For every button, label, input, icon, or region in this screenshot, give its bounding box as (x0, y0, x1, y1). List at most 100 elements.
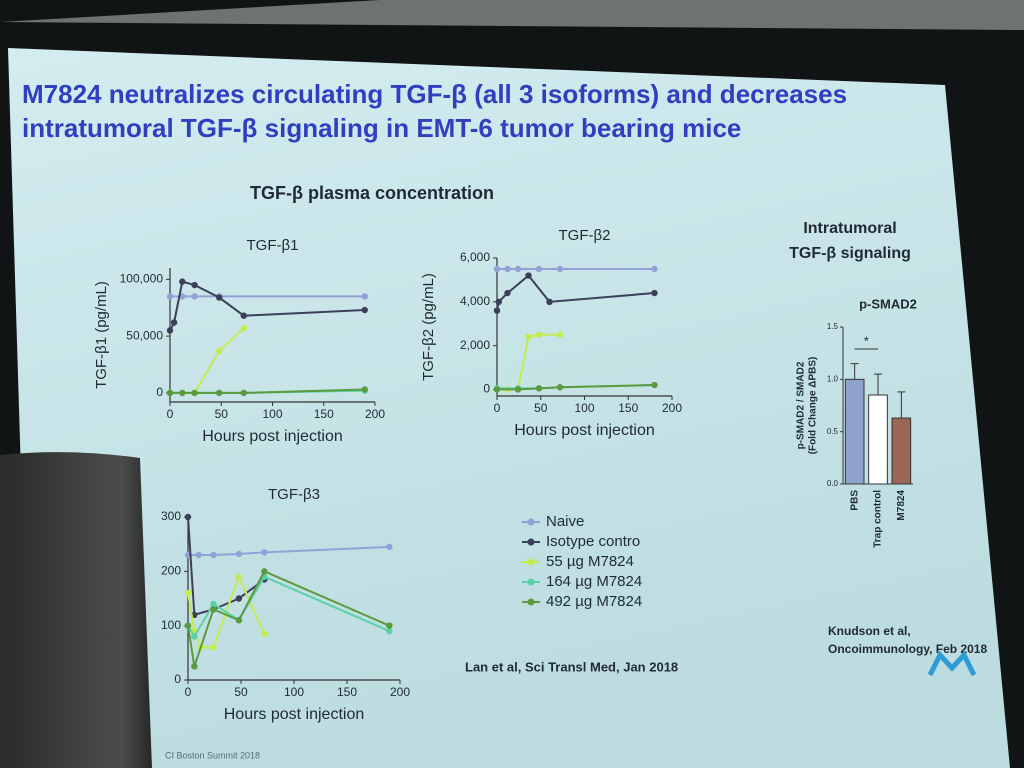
legend-marker (527, 598, 535, 606)
footer: CI Boston Summit 2018 (165, 750, 260, 760)
citation: Lan et al, Sci Transl Med, Jan 2018 (465, 659, 678, 674)
y-axis-label: TGF-β2 (pg/mL) (420, 273, 437, 381)
x-tick-label: 100 (262, 407, 282, 421)
x-tick-label: 200 (365, 407, 385, 421)
data-point (184, 589, 192, 597)
data-point (166, 293, 174, 300)
slide-title: M7824 neutralizes circulating TGF-β (all… (22, 79, 847, 109)
data-point (240, 324, 247, 332)
data-point (166, 389, 174, 397)
legend-marker (527, 558, 535, 566)
data-point (261, 568, 268, 575)
data-point (210, 600, 217, 608)
y-tick-label: 6,000 (460, 250, 490, 264)
x-tick-label: 150 (618, 401, 638, 415)
x-tick-label: 150 (314, 407, 334, 421)
data-point (170, 319, 178, 326)
legend-label: Isotype contro (546, 533, 640, 550)
data-point (179, 293, 186, 300)
data-point (651, 265, 658, 273)
x-tick-label: 0 (494, 401, 501, 415)
chart-title: TGF-β1 (247, 237, 299, 254)
data-point (216, 294, 223, 301)
data-point (386, 622, 393, 629)
data-point (235, 617, 243, 624)
x-axis-label: Hours post injection (514, 422, 655, 439)
chart-title: TGF-β3 (268, 486, 320, 503)
data-point (184, 513, 192, 521)
legend-label: 55 µg M7824 (546, 553, 634, 570)
foreground-object (0, 452, 152, 768)
data-point (525, 272, 532, 279)
data-point (191, 633, 198, 640)
charts: Naive Isotype contro 55 µg M7824 164 µg M78… (93, 227, 917, 723)
x-tick-label: 0 (167, 407, 174, 421)
legend-label: Naive (546, 513, 584, 530)
x-tick-label: PBS (849, 490, 860, 511)
x-axis-label: Hours post injection (224, 706, 365, 723)
data-point (525, 333, 532, 341)
y-tick-label: 4,000 (460, 294, 490, 308)
x-tick-label: 50 (215, 407, 229, 421)
section-title: TGF-β plasma concentration (250, 183, 494, 203)
data-point (504, 289, 511, 297)
x-tick-label: 200 (662, 401, 682, 415)
data-point (240, 389, 247, 397)
x-tick-label: 100 (574, 401, 594, 415)
logo (927, 650, 977, 677)
data-point (261, 630, 268, 638)
data-point (493, 265, 501, 273)
data-point (261, 549, 268, 556)
data-point (191, 389, 198, 397)
legend-marker (527, 518, 535, 526)
data-point (386, 627, 393, 635)
data-point (495, 298, 502, 306)
y-tick-label: 2,000 (460, 338, 490, 352)
data-point (556, 331, 564, 338)
data-point (361, 293, 368, 300)
y-axis-label: p-SMAD2 / SMAD2 (796, 361, 807, 449)
data-point (210, 606, 217, 613)
data-point (535, 265, 543, 273)
y-tick-label: 0 (174, 672, 181, 686)
x-tick-label: 100 (284, 685, 304, 699)
data-point (361, 386, 368, 393)
legend-marker (527, 538, 535, 546)
citation: Knudson et al, (828, 624, 911, 638)
ceiling (0, 0, 1024, 30)
x-tick-label: 50 (234, 685, 248, 699)
bar (868, 394, 888, 485)
data-point (210, 551, 217, 559)
data-point (493, 307, 501, 314)
y-axis-label: (Fold Change ΔPBS) (808, 357, 819, 455)
y-tick-label: 100,000 (120, 272, 164, 286)
data-point (514, 265, 522, 273)
data-point (546, 298, 553, 306)
data-point (535, 331, 543, 338)
chart-title: p-SMAD2 (859, 296, 917, 311)
x-tick-label: 50 (534, 401, 548, 415)
right-title: Intratumoral (803, 220, 896, 237)
y-tick-label: 0 (156, 385, 163, 399)
y-tick-label: 200 (161, 564, 181, 578)
data-point (240, 312, 247, 319)
data-point (235, 550, 243, 558)
y-tick-label: 0.0 (827, 479, 839, 488)
y-tick-label: 0 (483, 382, 490, 396)
data-point (535, 385, 543, 392)
right-title: TGF-β signaling (789, 245, 911, 262)
legend-label: 492 µg M7824 (546, 593, 642, 610)
data-point (216, 389, 223, 397)
data-point (514, 386, 522, 393)
data-point (184, 622, 192, 629)
x-tick-label: Trap control (873, 490, 884, 548)
x-tick-label: 150 (337, 685, 357, 699)
chart-title: TGF-β2 (559, 227, 611, 244)
legend-label: 164 µg M7824 (546, 573, 642, 590)
data-point (386, 543, 393, 551)
y-tick-label: 1.0 (827, 374, 839, 383)
bar (844, 378, 865, 485)
data-point (191, 281, 198, 289)
bar (891, 417, 912, 485)
